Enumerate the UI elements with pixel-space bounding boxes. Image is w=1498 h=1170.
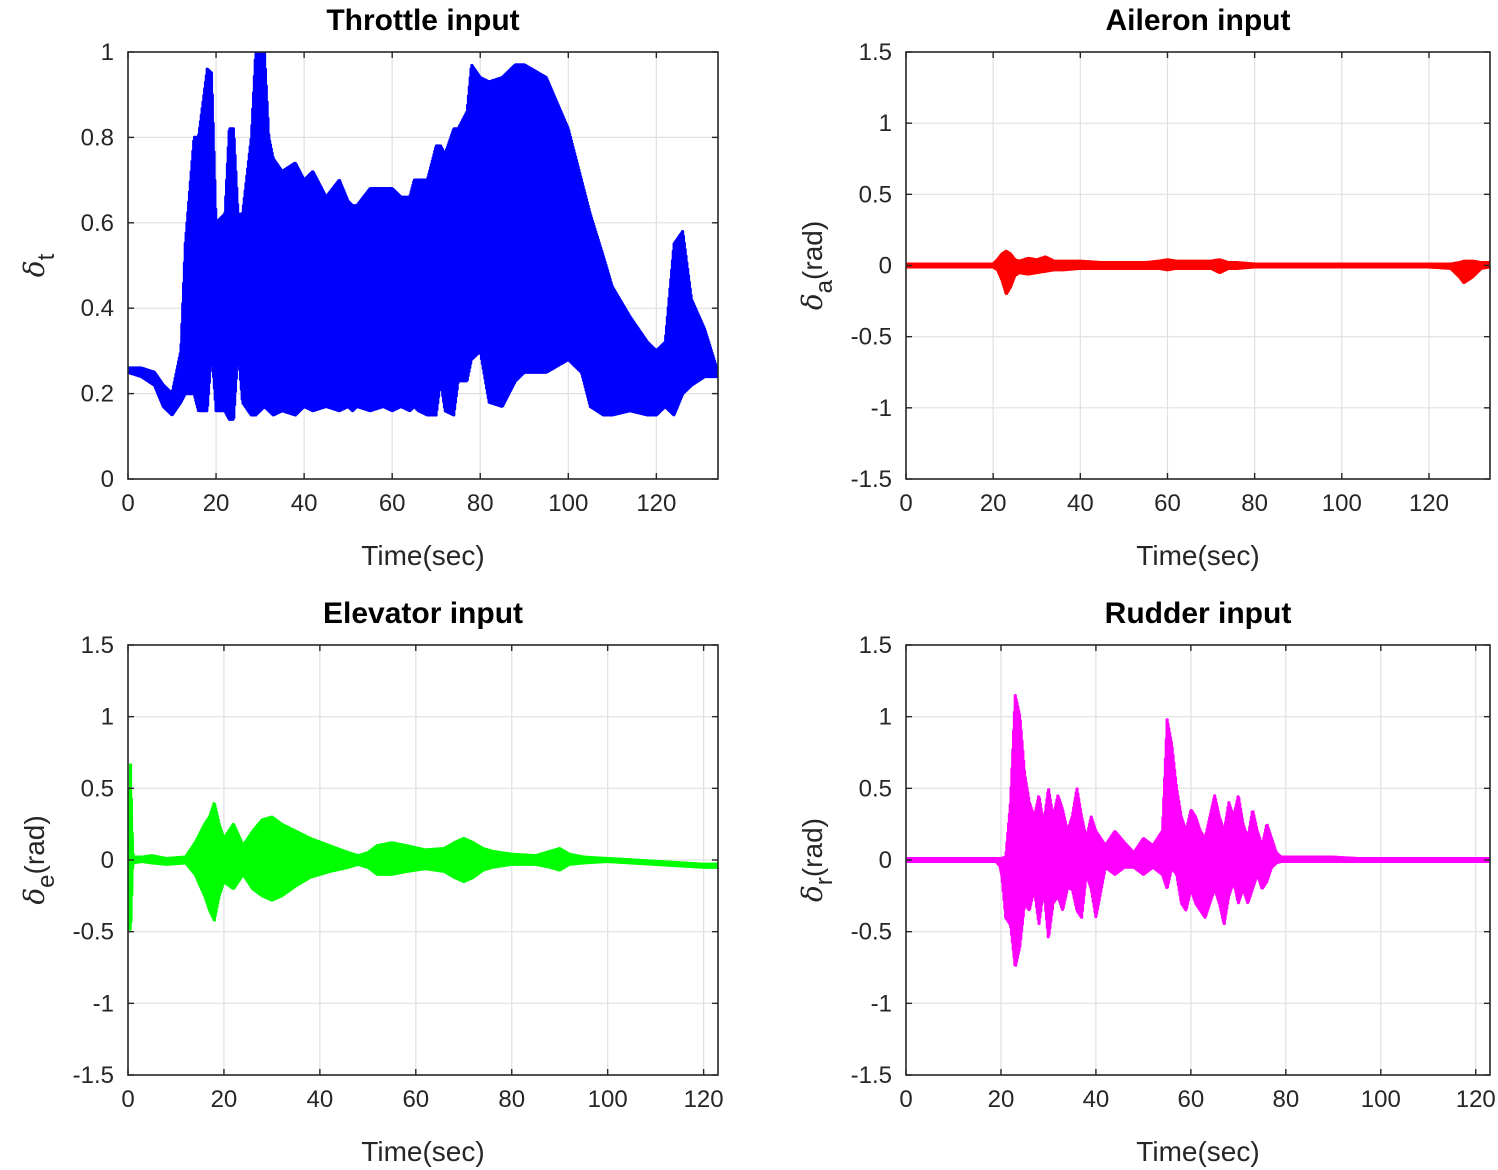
series-group bbox=[906, 249, 1490, 296]
data-series-trace bbox=[906, 801, 1490, 889]
x-tick-label: 0 bbox=[121, 1086, 134, 1113]
x-tick-label: 80 bbox=[1272, 1086, 1299, 1113]
chart-title: Rudder input bbox=[1105, 597, 1292, 630]
x-tick-label: 60 bbox=[402, 1086, 429, 1113]
x-tick-label: 40 bbox=[307, 1086, 334, 1113]
x-tick-label: 100 bbox=[588, 1086, 628, 1113]
x-tick-label: 120 bbox=[1409, 490, 1449, 517]
y-axis-subscript: a bbox=[811, 279, 838, 293]
x-tick-label: 60 bbox=[1178, 1086, 1205, 1113]
y-axis-unit: (rad) bbox=[797, 818, 828, 877]
y-axis-symbol: δ bbox=[796, 885, 829, 902]
x-tick-label: 100 bbox=[1322, 490, 1362, 517]
x-tick-label: 100 bbox=[1361, 1086, 1401, 1113]
y-tick-label: 0 bbox=[101, 466, 114, 493]
chart-panel-3: 0 20 40 60 80 100 120 -1.5 -1 -0.5 0 0.5 1 1.5 Elevato… bbox=[18, 597, 724, 1167]
y-tick-label: -1.5 bbox=[851, 1062, 892, 1089]
data-series-line bbox=[128, 52, 718, 421]
y-tick-label: -0.5 bbox=[73, 919, 114, 946]
x-tick-label: 120 bbox=[1456, 1086, 1496, 1113]
y-tick-label: 1.5 bbox=[859, 39, 892, 66]
y-axis-label: δe(rad) bbox=[18, 815, 60, 904]
x-tick-label: 0 bbox=[899, 490, 912, 517]
x-tick-label: 60 bbox=[1154, 490, 1181, 517]
chart-title: Throttle input bbox=[326, 4, 519, 37]
y-axis-symbol: δ bbox=[18, 888, 51, 905]
y-tick-label: 1 bbox=[101, 39, 114, 66]
x-axis-label: Time(sec) bbox=[361, 1136, 484, 1167]
y-tick-label: -1.5 bbox=[73, 1062, 114, 1089]
x-tick-label: 80 bbox=[1241, 490, 1268, 517]
y-axis-unit: (rad) bbox=[19, 815, 50, 874]
x-tick-label: 0 bbox=[121, 490, 134, 517]
x-tick-label: 40 bbox=[291, 490, 318, 517]
y-axis-unit: (rad) bbox=[797, 221, 828, 280]
x-tick-label: 60 bbox=[379, 490, 406, 517]
y-tick-label: 0 bbox=[879, 847, 892, 874]
y-axis-subscript: e bbox=[33, 874, 60, 887]
y-tick-label: 1 bbox=[879, 110, 892, 137]
data-series-trace bbox=[128, 209, 718, 408]
x-tick-label: 100 bbox=[548, 490, 588, 517]
chart-panel-4: 0 20 40 60 80 100 120 -1.5 -1 -0.5 0 0.5 1 1.5 Rudder … bbox=[796, 597, 1496, 1167]
x-tick-label: 80 bbox=[467, 490, 494, 517]
x-tick-label: 120 bbox=[636, 490, 676, 517]
y-tick-label: 0 bbox=[879, 253, 892, 280]
x-tick-label: 80 bbox=[498, 1086, 525, 1113]
chart-title: Elevator input bbox=[323, 597, 523, 630]
axes-frame bbox=[127, 51, 719, 480]
x-tick-label: 20 bbox=[988, 1086, 1015, 1113]
x-axis-label: Time(sec) bbox=[1136, 1136, 1259, 1167]
series-group bbox=[906, 693, 1490, 967]
y-tick-label: 0.2 bbox=[81, 381, 114, 408]
y-tick-label: 0.4 bbox=[81, 295, 114, 322]
y-axis-label: δr(rad) bbox=[796, 818, 838, 902]
y-tick-label: 0.5 bbox=[859, 181, 892, 208]
chart-title: Aileron input bbox=[1106, 4, 1291, 37]
y-tick-label: -0.5 bbox=[851, 324, 892, 351]
y-axis-label: δa(rad) bbox=[796, 221, 838, 310]
y-axis-symbol: δ bbox=[796, 293, 829, 310]
y-axis-subscript: r bbox=[811, 877, 838, 885]
y-tick-label: 1.5 bbox=[859, 632, 892, 659]
y-tick-label: 1 bbox=[101, 704, 114, 731]
y-tick-label: 0.5 bbox=[859, 775, 892, 802]
y-tick-label: -1 bbox=[871, 990, 892, 1017]
y-tick-label: -1 bbox=[871, 395, 892, 422]
x-tick-label: 20 bbox=[980, 490, 1007, 517]
y-tick-label: 0.8 bbox=[81, 124, 114, 151]
y-tick-label: 0.5 bbox=[81, 775, 114, 802]
y-tick-label: 1.5 bbox=[81, 632, 114, 659]
y-tick-label: -1 bbox=[93, 990, 114, 1017]
y-tick-label: 1 bbox=[879, 704, 892, 731]
x-tick-label: 0 bbox=[899, 1086, 912, 1113]
x-tick-label: 40 bbox=[1083, 1086, 1110, 1113]
x-axis-label: Time(sec) bbox=[361, 540, 484, 571]
x-tick-label: 120 bbox=[684, 1086, 724, 1113]
data-series-trace bbox=[906, 261, 1490, 276]
y-axis-symbol: δ bbox=[18, 260, 51, 277]
chart-panel-1: 0 20 40 60 80 100 120 0 0.2 0.4 0.6 0.8 1 Throttle in… bbox=[18, 4, 719, 571]
y-tick-label: -0.5 bbox=[851, 919, 892, 946]
y-tick-label: 0.6 bbox=[81, 210, 114, 237]
y-tick-label: -1.5 bbox=[851, 466, 892, 493]
series-group bbox=[128, 52, 718, 421]
data-series-trace bbox=[128, 849, 718, 869]
x-axis-label: Time(sec) bbox=[1136, 540, 1259, 571]
series-group bbox=[128, 763, 718, 931]
x-tick-label: 20 bbox=[211, 1086, 238, 1113]
y-tick-label: 0 bbox=[101, 847, 114, 874]
x-tick-label: 20 bbox=[203, 490, 230, 517]
x-tick-label: 40 bbox=[1067, 490, 1094, 517]
y-axis-subscript: t bbox=[33, 253, 60, 260]
chart-panel-2: 0 20 40 60 80 100 120 -1.5 -1 -0.5 0 0.5 1 1.5 Aileron… bbox=[796, 4, 1491, 571]
y-axis-label: δt bbox=[18, 253, 60, 277]
